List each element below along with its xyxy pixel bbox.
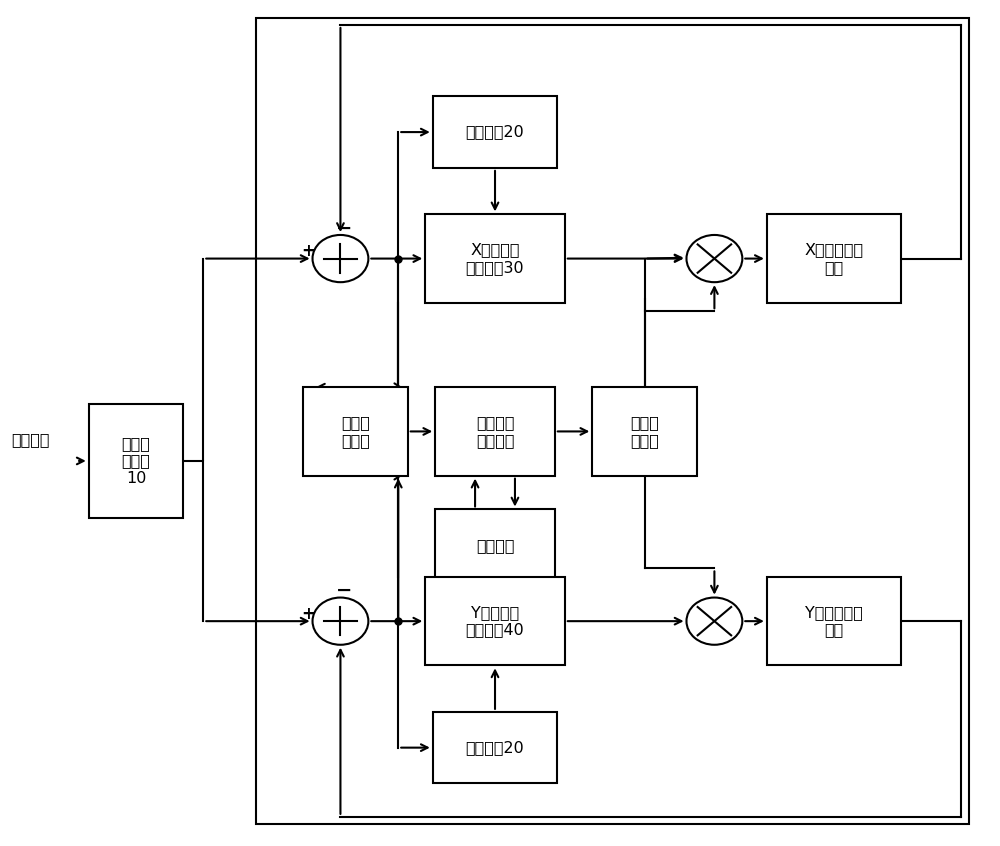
Text: Y轴迭代学
习控制器40: Y轴迭代学 习控制器40 xyxy=(466,605,524,637)
Text: 存储模块20: 存储模块20 xyxy=(466,740,524,755)
Bar xyxy=(433,96,557,168)
Text: 交叉耦
合增益: 交叉耦 合增益 xyxy=(341,415,370,448)
Bar xyxy=(256,19,969,823)
Bar xyxy=(425,577,565,666)
Bar xyxy=(767,214,901,303)
Text: X轴水晶伺服
系统: X轴水晶伺服 系统 xyxy=(805,242,864,275)
Text: +: + xyxy=(301,605,315,623)
Circle shape xyxy=(313,597,368,645)
Bar xyxy=(435,509,555,581)
Circle shape xyxy=(686,597,742,645)
Text: X轴迭代学
习控制器30: X轴迭代学 习控制器30 xyxy=(466,242,524,275)
Bar xyxy=(303,387,408,475)
Text: 存储模块20: 存储模块20 xyxy=(466,124,524,140)
Text: −: − xyxy=(336,218,353,238)
Text: 期望轮廓: 期望轮廓 xyxy=(11,432,50,448)
Circle shape xyxy=(686,235,742,283)
Text: Y轴水晶伺服
系统: Y轴水晶伺服 系统 xyxy=(805,605,863,637)
Text: −: − xyxy=(336,581,353,600)
Text: 存储模块: 存储模块 xyxy=(476,538,514,552)
Text: 交叉耦
合增益: 交叉耦 合增益 xyxy=(630,415,659,448)
Text: 交叉耦合
迭代学习: 交叉耦合 迭代学习 xyxy=(476,415,514,448)
Bar xyxy=(592,387,697,475)
Text: 轮廓分
配模型
10: 轮廓分 配模型 10 xyxy=(122,436,150,486)
Bar xyxy=(435,387,555,475)
Bar xyxy=(433,711,557,783)
Bar xyxy=(767,577,901,666)
Bar xyxy=(425,214,565,303)
Circle shape xyxy=(313,235,368,283)
Bar xyxy=(89,404,183,518)
Text: +: + xyxy=(301,243,315,261)
